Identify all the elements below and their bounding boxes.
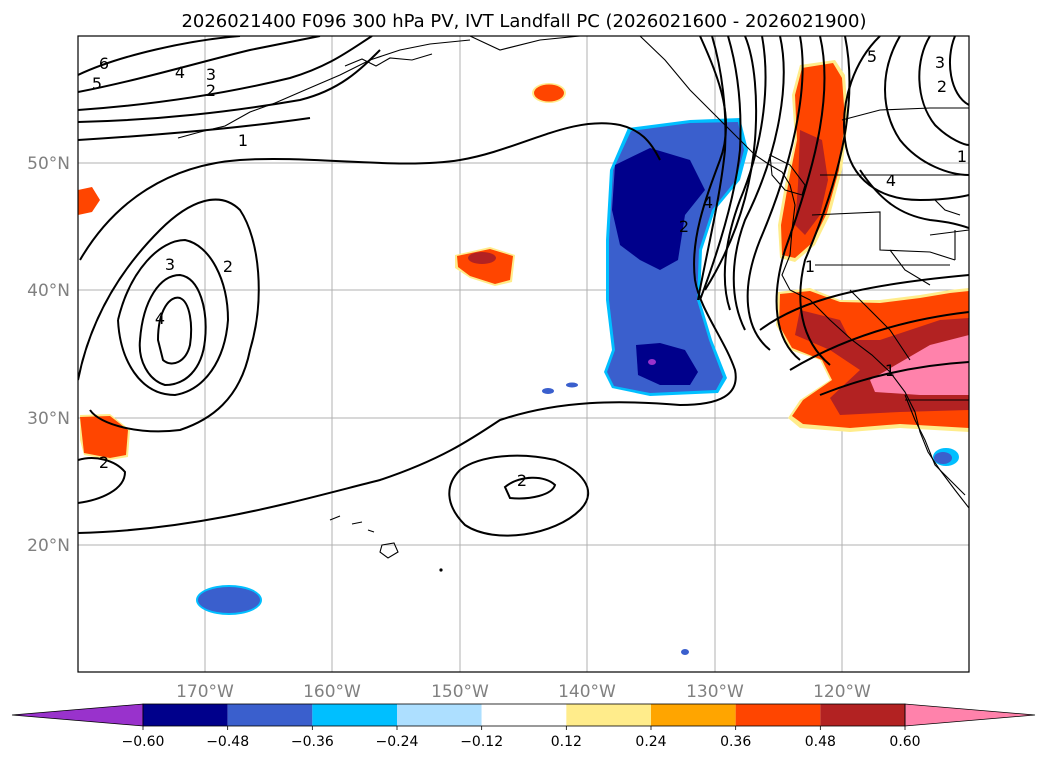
contour-label: 2 <box>206 81 216 100</box>
colorbar-tick-label: −0.24 <box>376 734 419 750</box>
lat-label: 50°N <box>27 154 70 174</box>
lon-label: 140°W <box>558 682 616 702</box>
colorbar-segment <box>481 704 567 726</box>
contour-label: 5 <box>92 74 102 93</box>
lon-label: 160°W <box>303 682 361 702</box>
lat-label: 40°N <box>27 281 70 301</box>
colorbar-tick-label: 0.24 <box>635 734 666 750</box>
contour-label: 1 <box>238 131 248 150</box>
contour-label: 2 <box>937 77 947 96</box>
colorbar-extension-high <box>904 703 1036 727</box>
colorbar-tick-label: 0.36 <box>720 734 751 750</box>
coastlines <box>177 36 969 572</box>
contour-labels: 6 5 4 3 2 1 3 4 2 2 2 4 2 5 3 2 1 4 1 1 <box>92 47 967 490</box>
positive-ivt-shading <box>78 60 969 460</box>
contour-label: 4 <box>175 63 185 82</box>
contour-label: 2 <box>679 217 689 236</box>
contour-label: 4 <box>886 171 896 190</box>
lon-label: 150°W <box>431 682 489 702</box>
map-frame <box>77 35 970 673</box>
longitude-labels: 170°W 160°W 150°W 140°W 130°W 120°W <box>176 682 871 702</box>
contour-label: 1 <box>885 361 895 380</box>
colorbar-tick-label: −0.60 <box>122 734 165 750</box>
lon-label: 170°W <box>176 682 234 702</box>
colorbar-tick-label: 0.60 <box>889 734 920 750</box>
contour-label: 4 <box>703 193 713 212</box>
colorbar-segment <box>820 704 905 726</box>
contour-label: 5 <box>867 47 877 66</box>
contour-label: 1 <box>957 147 967 166</box>
contour-label: 3 <box>935 53 945 72</box>
map-title: 2026021400 F096 300 hPa PV, IVT Landfall… <box>181 11 866 32</box>
colorbar-segment <box>566 704 651 726</box>
contour-label: 6 <box>99 54 109 73</box>
colorbar-tick-label: −0.48 <box>206 734 249 750</box>
lon-label: 120°W <box>813 682 871 702</box>
lat-label: 20°N <box>27 536 70 556</box>
colorbar-tick-label: −0.36 <box>291 734 334 750</box>
contour-label: 2 <box>99 453 109 472</box>
contour-label: 3 <box>165 255 175 274</box>
contour-label: 1 <box>805 257 815 276</box>
negative-ivt-shading <box>196 118 959 655</box>
latitude-labels: 50°N 40°N 30°N 20°N <box>27 154 70 556</box>
colorbar-segment <box>397 704 482 726</box>
colorbar-tick-label: −0.12 <box>460 734 503 750</box>
contour-label: 2 <box>223 257 233 276</box>
contour-label: 2 <box>517 471 527 490</box>
colorbar-segment <box>735 704 821 726</box>
map-panel: 6 5 4 3 2 1 3 4 2 2 2 4 2 5 3 2 1 4 1 1 <box>78 36 969 672</box>
contour-label: 4 <box>155 309 165 328</box>
colorbar-segment <box>227 704 313 726</box>
colorbar-outline <box>142 703 906 727</box>
colorbar-segment <box>312 704 397 726</box>
lat-label: 30°N <box>27 409 70 429</box>
contour-label: 3 <box>206 65 216 84</box>
colorbar-extension-low <box>11 703 144 727</box>
lon-label: 130°W <box>686 682 744 702</box>
colorbar-segment <box>143 704 228 726</box>
colorbar: −0.60 −0.48 −0.36 −0.24 −0.12 0.12 0.24 0.36 0.4… <box>11 703 1036 750</box>
colorbar-tick-label: 0.48 <box>805 734 836 750</box>
pv-contours <box>78 36 969 537</box>
colorbar-segment <box>651 704 736 726</box>
colorbar-tick-label: 0.12 <box>551 734 582 750</box>
